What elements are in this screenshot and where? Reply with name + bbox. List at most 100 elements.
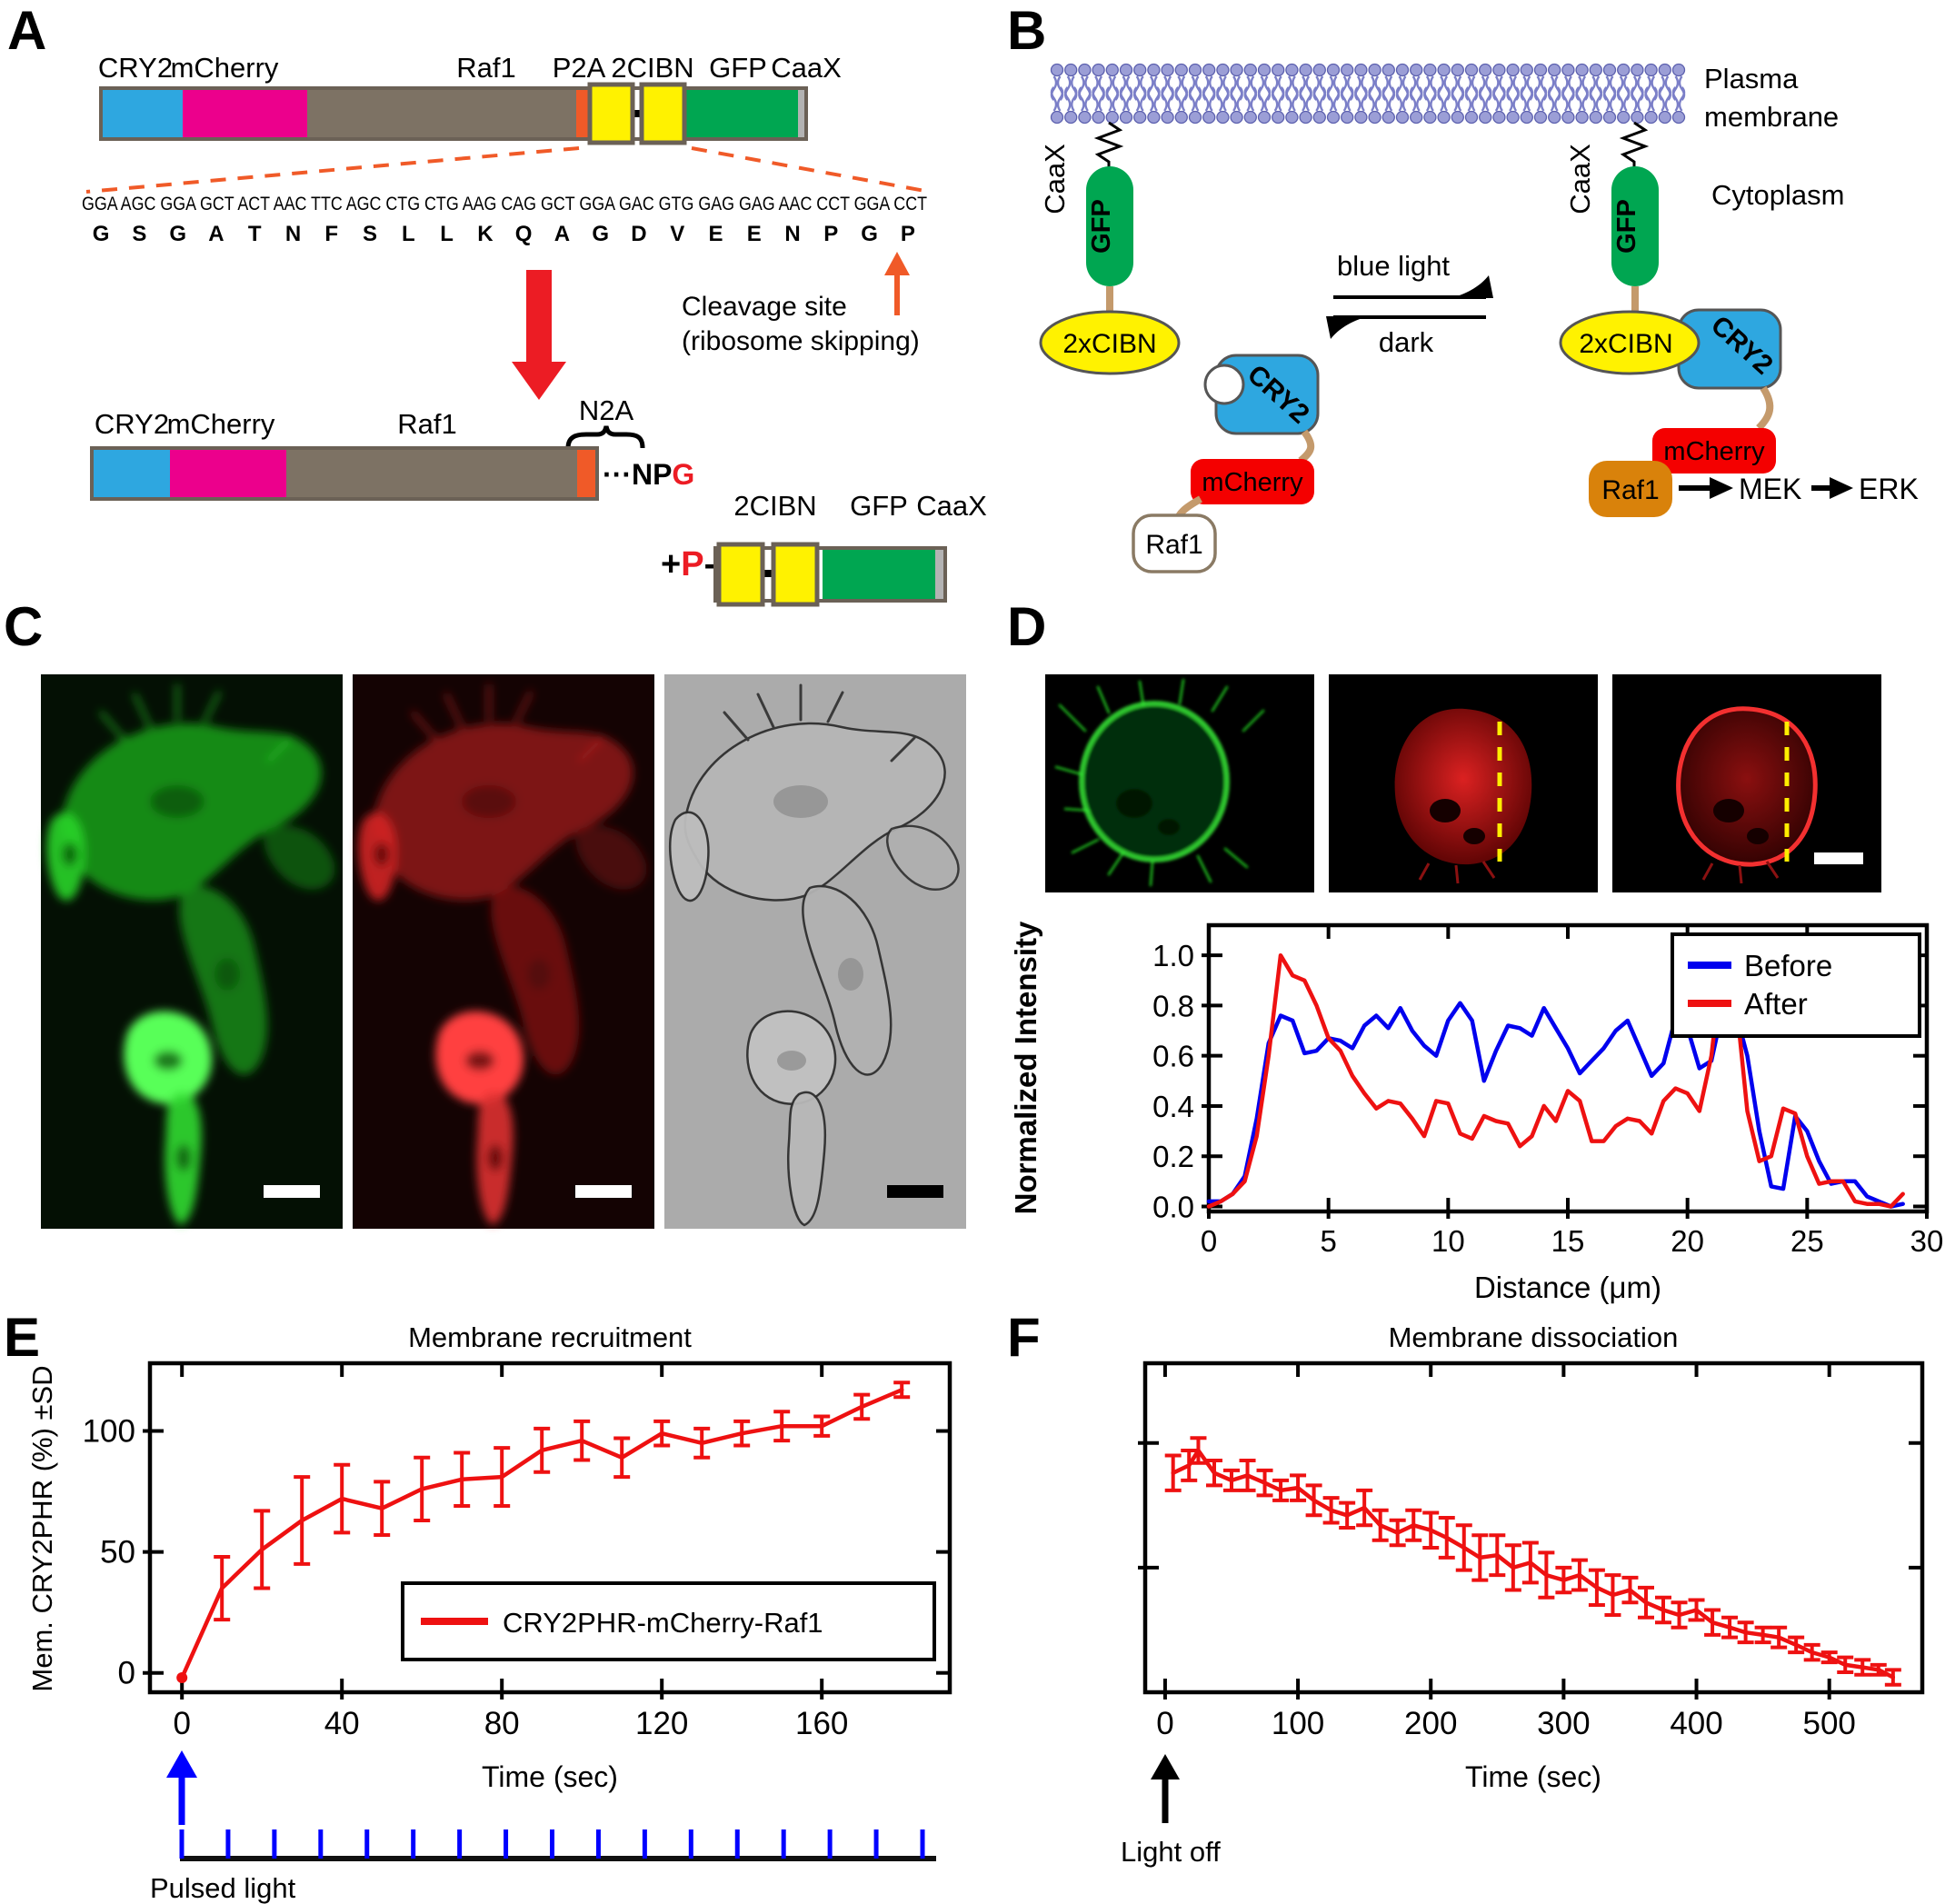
gfp-label-left: GFP: [1087, 199, 1116, 254]
light-off-arrow: [1151, 1754, 1180, 1823]
svg-text:N: N: [784, 222, 800, 246]
svg-text:100: 100: [83, 1414, 135, 1450]
svg-text:T: T: [248, 222, 262, 246]
plasma-label: Plasma: [1704, 63, 1799, 95]
svg-text:E: E: [747, 222, 762, 246]
construct-bar-cleaved: [90, 446, 599, 501]
legend-label-before: Before: [1744, 949, 1832, 982]
svg-text:S: S: [132, 222, 146, 246]
svg-text:400: 400: [1670, 1706, 1722, 1741]
caax-label-left: CaaX: [1039, 144, 1071, 214]
svg-text:A: A: [208, 222, 224, 246]
cleavage-arrow: [884, 252, 910, 315]
raf1-label-bound: Raf1: [1601, 475, 1659, 505]
svg-text:200: 200: [1404, 1706, 1457, 1741]
gfp-pill: [1086, 166, 1133, 286]
svg-text:25: 25: [1790, 1224, 1824, 1258]
pulsed-light-label: Pulsed light: [150, 1872, 296, 1904]
reverse-harpoon-icon: [1326, 316, 1368, 339]
dashed-zoom-line-left: [85, 146, 580, 194]
svg-text:L: L: [440, 222, 454, 246]
cell-art: [1329, 674, 1598, 892]
stimulus-arrow-blue: [166, 1750, 197, 1825]
svg-text:0.0: 0.0: [1152, 1190, 1194, 1223]
svg-text:S: S: [363, 222, 377, 246]
dark-label: dark: [1379, 326, 1434, 358]
svg-text:0: 0: [1201, 1224, 1217, 1258]
scale-bar: [264, 1185, 320, 1198]
lipid-bilayer: [1050, 63, 1686, 125]
scale-bar: [1814, 852, 1863, 864]
pulsed-light-ticks: [179, 1829, 936, 1861]
gfp-pill: [1611, 166, 1659, 286]
x-axis-label: Distance (μm): [1474, 1271, 1661, 1304]
raf1-label-free: Raf1: [1145, 530, 1202, 560]
svg-text:N: N: [285, 222, 301, 246]
svg-text:G: G: [861, 222, 878, 246]
confocal-mcherry-after-image: After: [1612, 674, 1881, 892]
light-off-label: Light off: [1121, 1836, 1221, 1868]
panel-b-letter: B: [1007, 0, 1047, 61]
construct-bar-full: [99, 82, 808, 145]
linker: [1298, 429, 1315, 464]
svg-text:0: 0: [1156, 1706, 1173, 1741]
svg-text:GGA AGC GGA GCT ACT AAC TTC AG: GGA AGC GGA GCT ACT AAC TTC AGC CTG CTG …: [82, 194, 927, 214]
svg-text:80: 80: [484, 1706, 520, 1741]
chart-title: Membrane recruitment: [408, 1321, 692, 1353]
label-gfp: GFP: [709, 52, 767, 84]
mek-label: MEK: [1739, 473, 1801, 505]
panel-f-letter: F: [1007, 1307, 1041, 1368]
svg-text:50: 50: [100, 1535, 135, 1570]
svg-text:V: V: [670, 222, 684, 246]
raf1-box-active: [1589, 461, 1672, 517]
svg-text:E: E: [708, 222, 723, 246]
label-raf1-mid: Raf1: [397, 408, 456, 440]
panel-d-letter: D: [1007, 596, 1047, 657]
cry2-binding-notch: [1203, 364, 1245, 405]
mcherry-box: [1652, 428, 1776, 474]
ribosome-skipping-text: (ribosome skipping): [682, 326, 920, 356]
panel-a-construct-diagram: CRY2 mCherry Raf1 P2A 2CIBN GFP CaaX GGA…: [82, 52, 987, 607]
before-label: Before: [1512, 685, 1585, 713]
arrowhead-icon: [1710, 477, 1733, 499]
cibn-ellipse: [1559, 310, 1701, 375]
svg-text:5: 5: [1320, 1224, 1336, 1258]
y-axis-label: Normalized Intensity: [1009, 921, 1042, 1214]
svg-text:Q: Q: [515, 222, 533, 246]
label-raf1: Raf1: [456, 52, 515, 84]
mcherry-label-bound: mCherry: [1663, 437, 1765, 466]
membrane-anchor-right: CaaX GFP 2xCIBN CRY2 mCherry Raf1 MEK ER…: [1559, 121, 1919, 517]
panel-c-letter: C: [4, 596, 44, 657]
micrograph-gfp-channel: [41, 674, 343, 1229]
label-caax: CaaX: [771, 52, 842, 84]
dna-sequence: GGA AGC GGA GCT ACT AAC TTC AGC CTG CTG …: [82, 194, 927, 214]
raf1-box-inactive: [1132, 513, 1217, 573]
label-gfp-bottom: GFP: [850, 490, 908, 522]
svg-text:0.8: 0.8: [1152, 989, 1194, 1022]
svg-text:G: G: [93, 222, 110, 246]
cleavage-site-text: Cleavage site: [682, 292, 847, 322]
svg-text:L: L: [402, 222, 415, 246]
svg-text:0: 0: [173, 1706, 190, 1741]
scale-bar: [575, 1185, 632, 1198]
chart-title: Membrane dissociation: [1389, 1321, 1679, 1353]
label-2cibn-bottom: 2CIBN: [733, 490, 816, 522]
cell-art: [1612, 674, 1881, 892]
svg-text:K: K: [477, 222, 494, 246]
caax-label-right: CaaX: [1564, 144, 1596, 214]
cytoplasm-label: Cytoplasm: [1711, 179, 1844, 211]
label-n2a: N2A: [579, 394, 634, 426]
label-cry2: CRY2: [98, 52, 173, 84]
membrane-anchor-left: CaaX GFP 2xCIBN: [1039, 121, 1181, 375]
after-label: After: [1817, 685, 1869, 713]
legend-label-after: After: [1744, 987, 1808, 1021]
confocal-gfp-caax-image: [1045, 674, 1314, 892]
panel-e-letter: E: [4, 1307, 41, 1368]
panel-a-letter: A: [7, 0, 47, 61]
svg-text:120: 120: [635, 1706, 688, 1741]
gfp-label-right: GFP: [1612, 199, 1641, 254]
plus-p-text: +P-: [661, 545, 715, 583]
svg-text:30: 30: [1910, 1224, 1944, 1258]
